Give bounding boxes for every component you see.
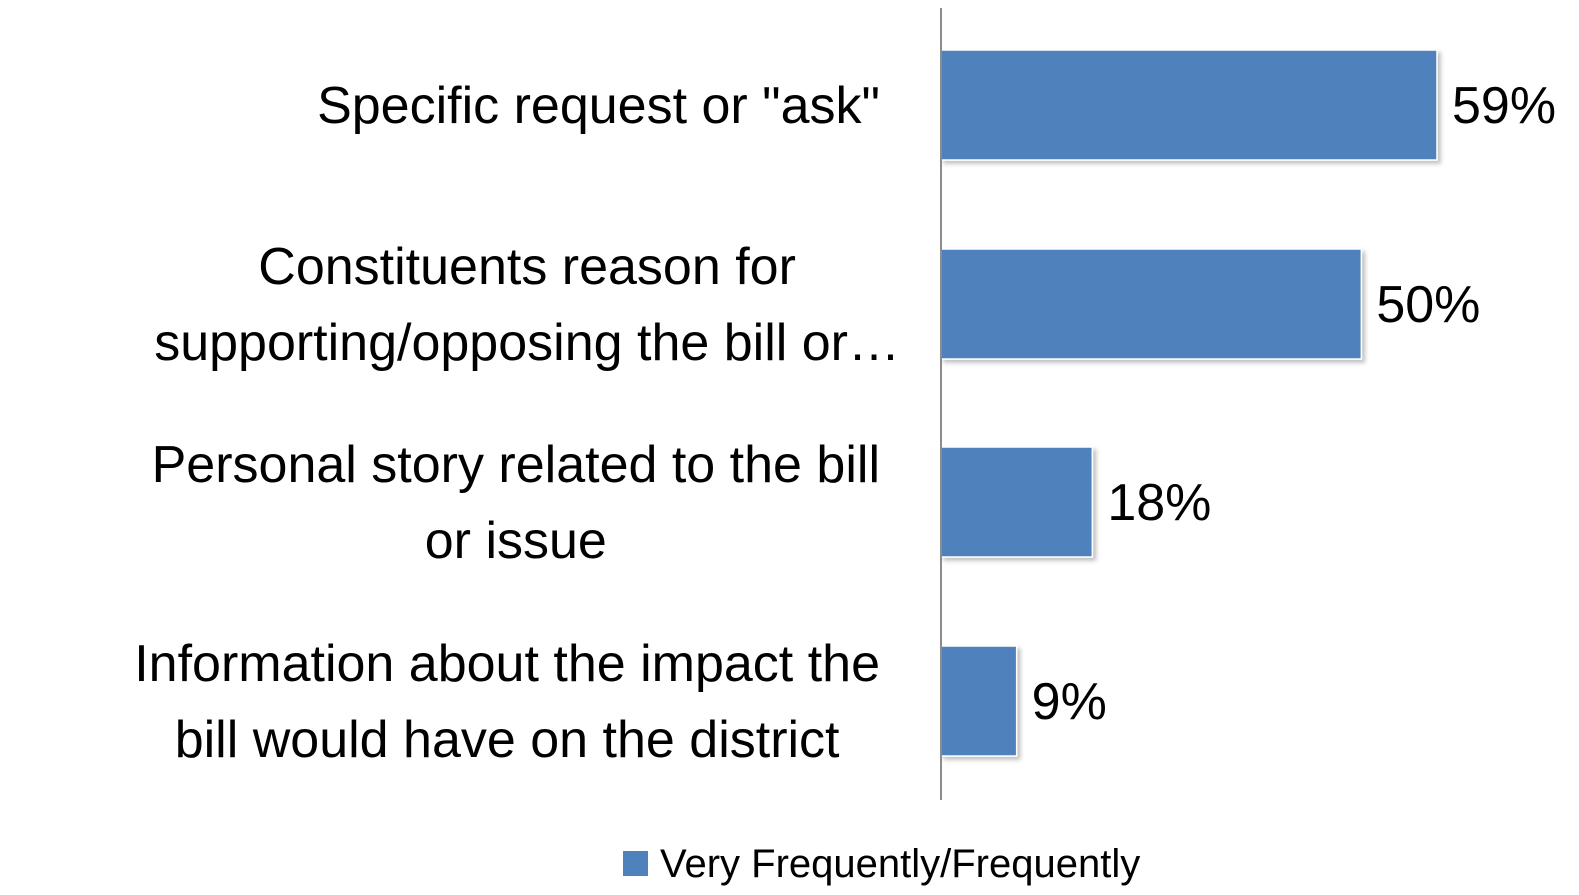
bar-3 xyxy=(940,645,1018,757)
category-label-3-line-0: Information about the impact the xyxy=(134,635,880,693)
labels-layer: 59% Specific request or "ask" 50% Constitue… xyxy=(134,77,1556,769)
data-label-2: 18% xyxy=(1107,474,1211,532)
category-label-1-line-0: Constituents reason for xyxy=(258,238,796,296)
data-label-3: 9% xyxy=(1032,673,1107,731)
bar-0 xyxy=(940,49,1438,161)
bar-2 xyxy=(940,446,1094,558)
legend: Very Frequently/Frequently xyxy=(623,842,1140,886)
category-label-1-line-1: supporting/opposing the bill or… xyxy=(154,314,900,372)
category-label-0-line-0: Specific request or "ask" xyxy=(317,77,880,135)
legend-swatch xyxy=(623,851,648,876)
data-label-1: 50% xyxy=(1376,276,1480,334)
category-label-2-line-0: Personal story related to the bill xyxy=(152,436,880,494)
data-label-0: 59% xyxy=(1452,77,1556,135)
bar-1 xyxy=(940,248,1363,360)
category-label-3-line-1: bill would have on the district xyxy=(175,711,840,769)
bars-layer xyxy=(940,49,1438,757)
category-label-2-line-1: or issue xyxy=(425,512,607,570)
legend-label: Very Frequently/Frequently xyxy=(660,842,1140,886)
